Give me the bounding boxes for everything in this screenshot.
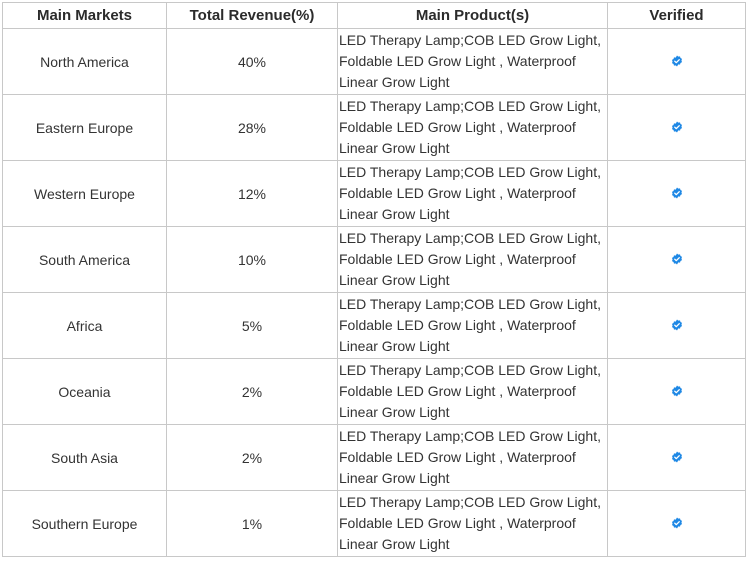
table-row: Oceania 2% LED Therapy Lamp;COB LED Grow L… <box>2 358 746 425</box>
verified-cell <box>607 358 746 425</box>
verified-cell <box>607 28 746 95</box>
revenue-cell: 2% <box>166 424 338 491</box>
markets-table: Main Markets Total Revenue(%) Main Produ… <box>2 2 746 557</box>
revenue-cell: 12% <box>166 160 338 227</box>
product-cell: LED Therapy Lamp;COB LED Grow Light, Fol… <box>337 160 608 227</box>
verified-badge-icon <box>671 253 682 265</box>
revenue-cell: 1% <box>166 490 338 557</box>
header-total-revenue: Total Revenue(%) <box>166 2 338 29</box>
verified-badge-icon <box>671 319 682 331</box>
market-cell: North America <box>2 28 167 95</box>
verified-badge-icon <box>671 55 682 67</box>
table-row: Eastern Europe 28% LED Therapy Lamp;COB LE… <box>2 94 746 161</box>
market-cell: South Asia <box>2 424 167 491</box>
table-row: South America 10% LED Therapy Lamp;COB LED… <box>2 226 746 293</box>
verified-cell <box>607 490 746 557</box>
product-cell: LED Therapy Lamp;COB LED Grow Light, Fol… <box>337 292 608 359</box>
verified-badge-icon <box>671 517 682 529</box>
verified-cell <box>607 160 746 227</box>
verified-badge-icon <box>671 451 682 463</box>
header-row: Main Markets Total Revenue(%) Main Produ… <box>2 2 746 29</box>
revenue-cell: 5% <box>166 292 338 359</box>
verified-cell <box>607 94 746 161</box>
product-cell: LED Therapy Lamp;COB LED Grow Light, Fol… <box>337 358 608 425</box>
table-row: Africa 5% LED Therapy Lamp;COB LED Grow Li… <box>2 292 746 359</box>
table-row: North America 40% LED Therapy Lamp;COB LE… <box>2 28 746 95</box>
table-body: North America 40% LED Therapy Lamp;COB LE… <box>2 28 746 557</box>
product-cell: LED Therapy Lamp;COB LED Grow Light, Fol… <box>337 28 608 95</box>
market-cell: South America <box>2 226 167 293</box>
market-cell: Eastern Europe <box>2 94 167 161</box>
product-cell: LED Therapy Lamp;COB LED Grow Light, Fol… <box>337 226 608 293</box>
revenue-cell: 28% <box>166 94 338 161</box>
verified-badge-icon <box>671 385 682 397</box>
verified-cell <box>607 424 746 491</box>
market-cell: Southern Europe <box>2 490 167 557</box>
product-cell: LED Therapy Lamp;COB LED Grow Light, Fol… <box>337 490 608 557</box>
table-row: Southern Europe 1% LED Therapy Lamp;COB LE… <box>2 490 746 557</box>
verified-badge-icon <box>671 121 682 133</box>
table-header: Main Markets Total Revenue(%) Main Produ… <box>2 2 746 29</box>
verified-badge-icon <box>671 187 682 199</box>
revenue-cell: 10% <box>166 226 338 293</box>
product-cell: LED Therapy Lamp;COB LED Grow Light, Fol… <box>337 424 608 491</box>
revenue-cell: 40% <box>166 28 338 95</box>
header-verified: Verified <box>607 2 746 29</box>
verified-cell <box>607 226 746 293</box>
market-cell: Africa <box>2 292 167 359</box>
verified-cell <box>607 292 746 359</box>
revenue-cell: 2% <box>166 358 338 425</box>
table-row: South Asia 2% LED Therapy Lamp;COB LED Gro… <box>2 424 746 491</box>
market-cell: Oceania <box>2 358 167 425</box>
table-row: Western Europe 12% LED Therapy Lamp;COB LE… <box>2 160 746 227</box>
market-cell: Western Europe <box>2 160 167 227</box>
product-cell: LED Therapy Lamp;COB LED Grow Light, Fol… <box>337 94 608 161</box>
header-main-markets: Main Markets <box>2 2 167 29</box>
header-main-products: Main Product(s) <box>337 2 608 29</box>
